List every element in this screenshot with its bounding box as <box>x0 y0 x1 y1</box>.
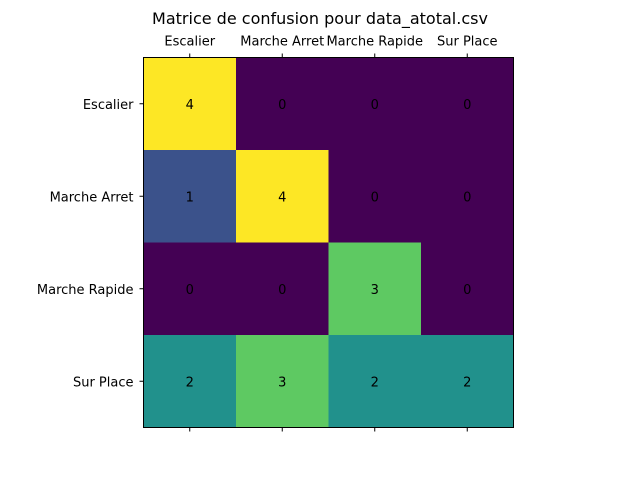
heatmap-cell <box>236 335 329 428</box>
heatmap-cell <box>421 335 514 428</box>
heatmap-cell <box>143 57 237 151</box>
cell-value-label: 0 <box>278 98 286 113</box>
heatmap-cell <box>328 57 422 151</box>
cell-value-label: 3 <box>278 375 286 390</box>
heatmap-cell <box>328 150 422 243</box>
cell-value-label: 1 <box>186 190 194 205</box>
heatmap-cell <box>236 150 329 243</box>
cell-value-label: 0 <box>463 190 471 205</box>
y-tick-label: Sur Place <box>73 375 134 390</box>
y-tick-label: Escalier <box>83 98 134 113</box>
cell-value-label: 4 <box>186 98 194 113</box>
cell-value-label: 0 <box>463 98 471 113</box>
heatmap-cell <box>421 57 514 151</box>
heatmap-cell <box>328 335 422 428</box>
x-tick-label: Marche Rapide <box>326 35 423 50</box>
plot-frame <box>143 57 514 428</box>
axis-ticks: Escalier Marche Arret Marche Rapide Sur Pla… <box>37 35 498 432</box>
x-tick-label: Escalier <box>164 35 215 50</box>
cell-value-label: 2 <box>371 375 379 390</box>
cell-value-label: 3 <box>371 283 379 298</box>
heatmap-cell <box>143 242 237 336</box>
chart-title: Matrice de confusion pour data_atotal.cs… <box>152 9 488 29</box>
cell-value-label: 2 <box>463 375 471 390</box>
heatmap-cell <box>328 242 422 336</box>
cell-value-label: 2 <box>186 375 194 390</box>
cell-value-label: 0 <box>371 190 379 205</box>
cell-value-label: 0 <box>463 283 471 298</box>
heatmap-cells <box>143 57 514 428</box>
heatmap-cell <box>421 150 514 243</box>
heatmap-cell <box>236 57 329 151</box>
heatmap-cell <box>236 242 329 336</box>
cell-value-label: 4 <box>278 190 286 205</box>
heatmap-cell <box>143 335 237 428</box>
heatmap-cell-labels: 4 0 0 0 1 4 0 0 0 0 3 0 2 3 2 2 <box>186 98 472 391</box>
cell-value-label: 0 <box>186 283 194 298</box>
heatmap-cell <box>143 150 237 243</box>
heatmap-cell <box>421 242 514 336</box>
y-tick-label: Marche Rapide <box>37 283 134 298</box>
x-tick-label: Marche Arret <box>240 35 324 50</box>
x-tick-label: Sur Place <box>437 35 498 50</box>
y-tick-label: Marche Arret <box>50 190 134 205</box>
cell-value-label: 0 <box>371 98 379 113</box>
cell-value-label: 0 <box>278 283 286 298</box>
